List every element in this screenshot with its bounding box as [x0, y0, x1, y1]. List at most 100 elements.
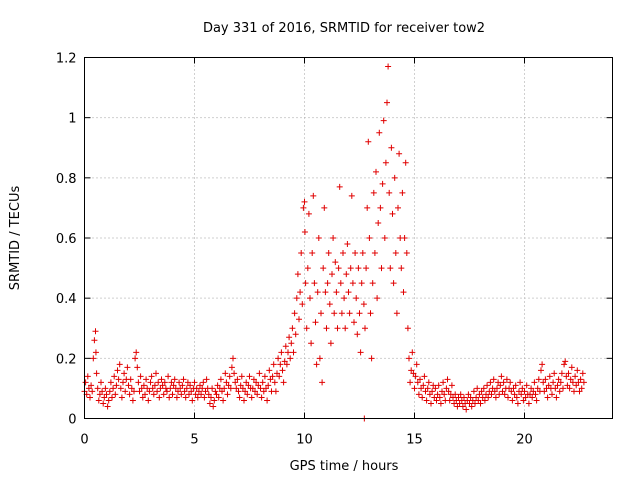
data-point — [499, 388, 506, 395]
data-point — [395, 204, 401, 211]
data-point — [194, 394, 201, 401]
data-point — [396, 150, 403, 157]
data-point — [564, 382, 571, 389]
data-point — [151, 382, 158, 389]
data-point — [472, 400, 478, 407]
data-point — [307, 295, 313, 302]
data-point — [505, 394, 511, 401]
data-point — [125, 382, 132, 389]
data-point — [503, 376, 510, 383]
data-point — [146, 388, 153, 395]
data-point — [88, 382, 95, 389]
data-point — [211, 397, 218, 404]
data-point — [534, 385, 541, 392]
data-point — [302, 280, 309, 287]
data-point — [144, 385, 151, 392]
data-point — [165, 373, 172, 380]
data-point — [410, 370, 417, 377]
data-point — [429, 388, 436, 395]
data-point — [238, 373, 245, 380]
data-point — [398, 265, 405, 272]
data-point — [556, 388, 563, 395]
data-point — [305, 210, 312, 217]
data-point — [210, 403, 217, 410]
data-point — [418, 385, 425, 392]
data-point — [516, 388, 522, 395]
data-point — [553, 394, 560, 401]
data-point — [349, 280, 356, 287]
data-point — [241, 397, 247, 404]
data-point — [318, 310, 324, 317]
data-point — [177, 385, 184, 392]
data-point — [522, 394, 529, 401]
data-point — [203, 376, 210, 383]
data-point — [514, 400, 521, 407]
data-point — [248, 394, 255, 401]
data-point — [104, 403, 111, 410]
data-point — [419, 394, 426, 401]
data-point — [239, 385, 246, 392]
data-point — [572, 373, 579, 380]
data-point — [222, 370, 229, 377]
data-point — [451, 400, 458, 407]
data-point — [221, 385, 228, 392]
data-point — [479, 394, 486, 401]
data-point — [498, 373, 505, 380]
data-point — [508, 388, 515, 395]
x-axis-label: GPS time / hours — [290, 459, 399, 474]
data-point — [189, 397, 196, 404]
y-tick-label: 0.8 — [56, 172, 77, 187]
data-points — [81, 63, 587, 422]
data-point — [117, 385, 124, 392]
data-point — [497, 382, 504, 389]
data-point — [289, 325, 296, 332]
data-point — [348, 192, 355, 199]
data-point — [446, 397, 453, 404]
y-tick-labels: 0 0.2 0.4 0.6 0.8 1 1.2 — [56, 52, 77, 428]
data-point — [483, 391, 489, 398]
data-point — [299, 301, 306, 308]
data-point — [176, 379, 183, 386]
data-point — [122, 388, 129, 395]
data-point — [126, 391, 133, 398]
data-point — [113, 382, 120, 389]
data-point — [231, 370, 238, 377]
data-point — [208, 394, 214, 401]
data-point — [112, 391, 119, 398]
data-point — [201, 394, 208, 401]
data-point — [440, 379, 447, 386]
data-point — [523, 382, 530, 389]
data-point — [224, 391, 231, 398]
data-point — [242, 388, 249, 395]
data-point — [481, 397, 488, 404]
data-point — [500, 379, 507, 386]
data-point — [454, 403, 461, 410]
data-point — [382, 159, 389, 166]
data-point — [301, 198, 308, 205]
data-point — [432, 385, 439, 392]
data-point — [279, 367, 286, 374]
data-point — [198, 391, 205, 398]
data-point — [412, 373, 419, 380]
data-point — [116, 361, 123, 368]
y-tick-label: 0.6 — [56, 232, 77, 247]
data-point — [450, 394, 456, 401]
data-point — [107, 379, 114, 386]
data-point — [220, 397, 227, 404]
data-point — [580, 379, 587, 386]
data-point — [161, 379, 168, 386]
data-point — [407, 379, 414, 386]
data-point — [96, 391, 103, 398]
data-point — [188, 388, 195, 395]
data-point — [114, 367, 121, 374]
data-point — [132, 355, 139, 362]
data-point — [510, 385, 517, 392]
data-point — [225, 382, 232, 389]
data-point — [137, 373, 144, 380]
data-point — [197, 382, 203, 389]
data-point — [106, 388, 113, 395]
data-point — [294, 271, 301, 278]
data-point — [431, 394, 438, 401]
data-point — [513, 394, 520, 401]
data-point — [562, 358, 569, 365]
